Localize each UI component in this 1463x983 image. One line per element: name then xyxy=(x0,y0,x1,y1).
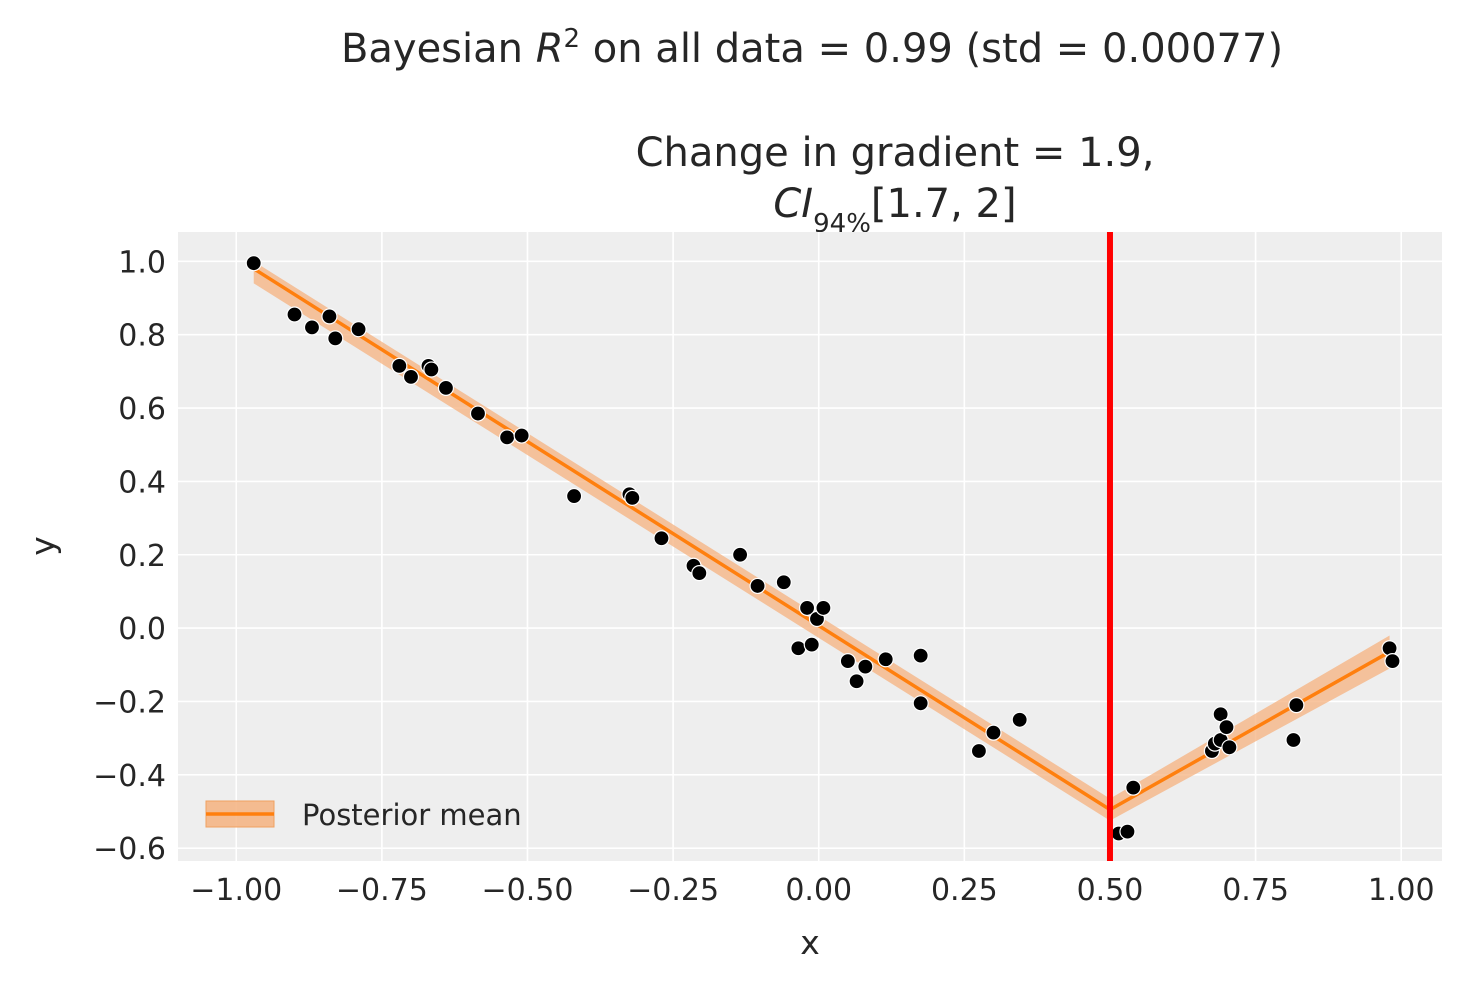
data-point xyxy=(245,255,262,272)
data-point xyxy=(513,427,530,444)
x-tick-label: −0.25 xyxy=(627,873,719,908)
x-tick-label: 0.25 xyxy=(931,873,998,908)
data-point xyxy=(749,577,766,595)
data-point xyxy=(798,599,816,617)
suptitle-math-base: R xyxy=(536,26,564,72)
data-point xyxy=(1125,779,1142,796)
data-point xyxy=(1221,739,1238,756)
title-ci-base: CI xyxy=(773,181,813,227)
data-point xyxy=(912,695,929,712)
data-point xyxy=(839,653,856,670)
x-tick-label: 0.50 xyxy=(1077,873,1144,908)
data-point xyxy=(437,379,455,396)
legend: Posterior mean xyxy=(205,798,522,832)
data-point xyxy=(624,489,641,507)
y-tick-label: 0.6 xyxy=(118,392,166,427)
data-point xyxy=(775,574,792,591)
data-point xyxy=(303,319,321,336)
plot-background xyxy=(178,232,1442,861)
data-point xyxy=(653,530,670,547)
y-tick-label: 0.2 xyxy=(118,539,166,574)
data-point xyxy=(1285,731,1302,749)
x-tick-label: −0.75 xyxy=(336,873,428,908)
y-tick-label: −0.2 xyxy=(93,685,166,720)
data-point xyxy=(391,357,408,374)
data-point xyxy=(912,647,929,664)
x-tick-label: −1.00 xyxy=(190,873,282,908)
y-axis-label: y xyxy=(23,536,62,556)
data-point xyxy=(857,658,874,675)
chart-suptitle: Bayesian R2 on all data = 0.99 (std = 0.… xyxy=(341,24,1283,72)
chart-title-line2: CI94%[1.7, 2] xyxy=(773,181,1016,239)
data-point xyxy=(423,361,440,378)
chart-title-line1: Change in gradient = 1.9, xyxy=(636,130,1155,176)
x-tick-label: 1.00 xyxy=(1368,873,1435,908)
data-point xyxy=(1288,697,1305,714)
x-tick-label: −0.50 xyxy=(482,873,574,908)
data-point xyxy=(970,742,988,760)
legend-label: Posterior mean xyxy=(302,798,522,832)
data-point xyxy=(691,564,708,582)
data-point xyxy=(499,429,516,446)
data-point xyxy=(402,368,420,385)
data-point xyxy=(321,308,338,325)
y-tick-label: 0.4 xyxy=(118,465,166,500)
suptitle-prefix: Bayesian xyxy=(341,26,536,72)
suptitle-math-sup: 2 xyxy=(564,24,581,54)
data-point xyxy=(815,599,832,617)
suptitle-suffix: on all data = 0.99 (std = 0.00077) xyxy=(580,26,1283,72)
y-tick-label: 0.8 xyxy=(118,319,166,354)
y-tick-labels: 1.0 0.8 0.6 0.4 0.2 0.0 −0.2 −0.4 −0.6 xyxy=(93,245,166,867)
data-point xyxy=(732,546,749,563)
data-point xyxy=(877,651,894,668)
x-axis-label: x xyxy=(800,923,820,962)
data-point xyxy=(350,321,367,338)
data-point xyxy=(790,640,807,657)
data-point xyxy=(1119,823,1136,840)
data-point xyxy=(1384,653,1401,670)
x-tick-label: 0.00 xyxy=(785,873,852,908)
data-point xyxy=(803,636,820,653)
title-ci-interval: [1.7, 2] xyxy=(871,181,1017,227)
y-tick-label: −0.6 xyxy=(93,832,166,867)
y-tick-label: 0.0 xyxy=(118,612,166,647)
data-point xyxy=(286,306,303,323)
y-tick-label: −0.4 xyxy=(93,759,166,794)
data-point xyxy=(848,673,865,690)
data-point xyxy=(327,330,344,347)
x-tick-label: 0.75 xyxy=(1222,873,1289,908)
data-point xyxy=(1011,711,1028,728)
data-point xyxy=(985,724,1002,741)
x-tick-labels: −1.00 −0.75 −0.50 −0.25 0.00 0.25 0.50 0.75 1.00 xyxy=(190,873,1434,908)
data-point xyxy=(1218,719,1235,736)
y-tick-label: 1.0 xyxy=(118,245,166,280)
data-points xyxy=(245,255,1401,842)
data-point xyxy=(469,405,487,422)
data-point xyxy=(565,487,583,505)
